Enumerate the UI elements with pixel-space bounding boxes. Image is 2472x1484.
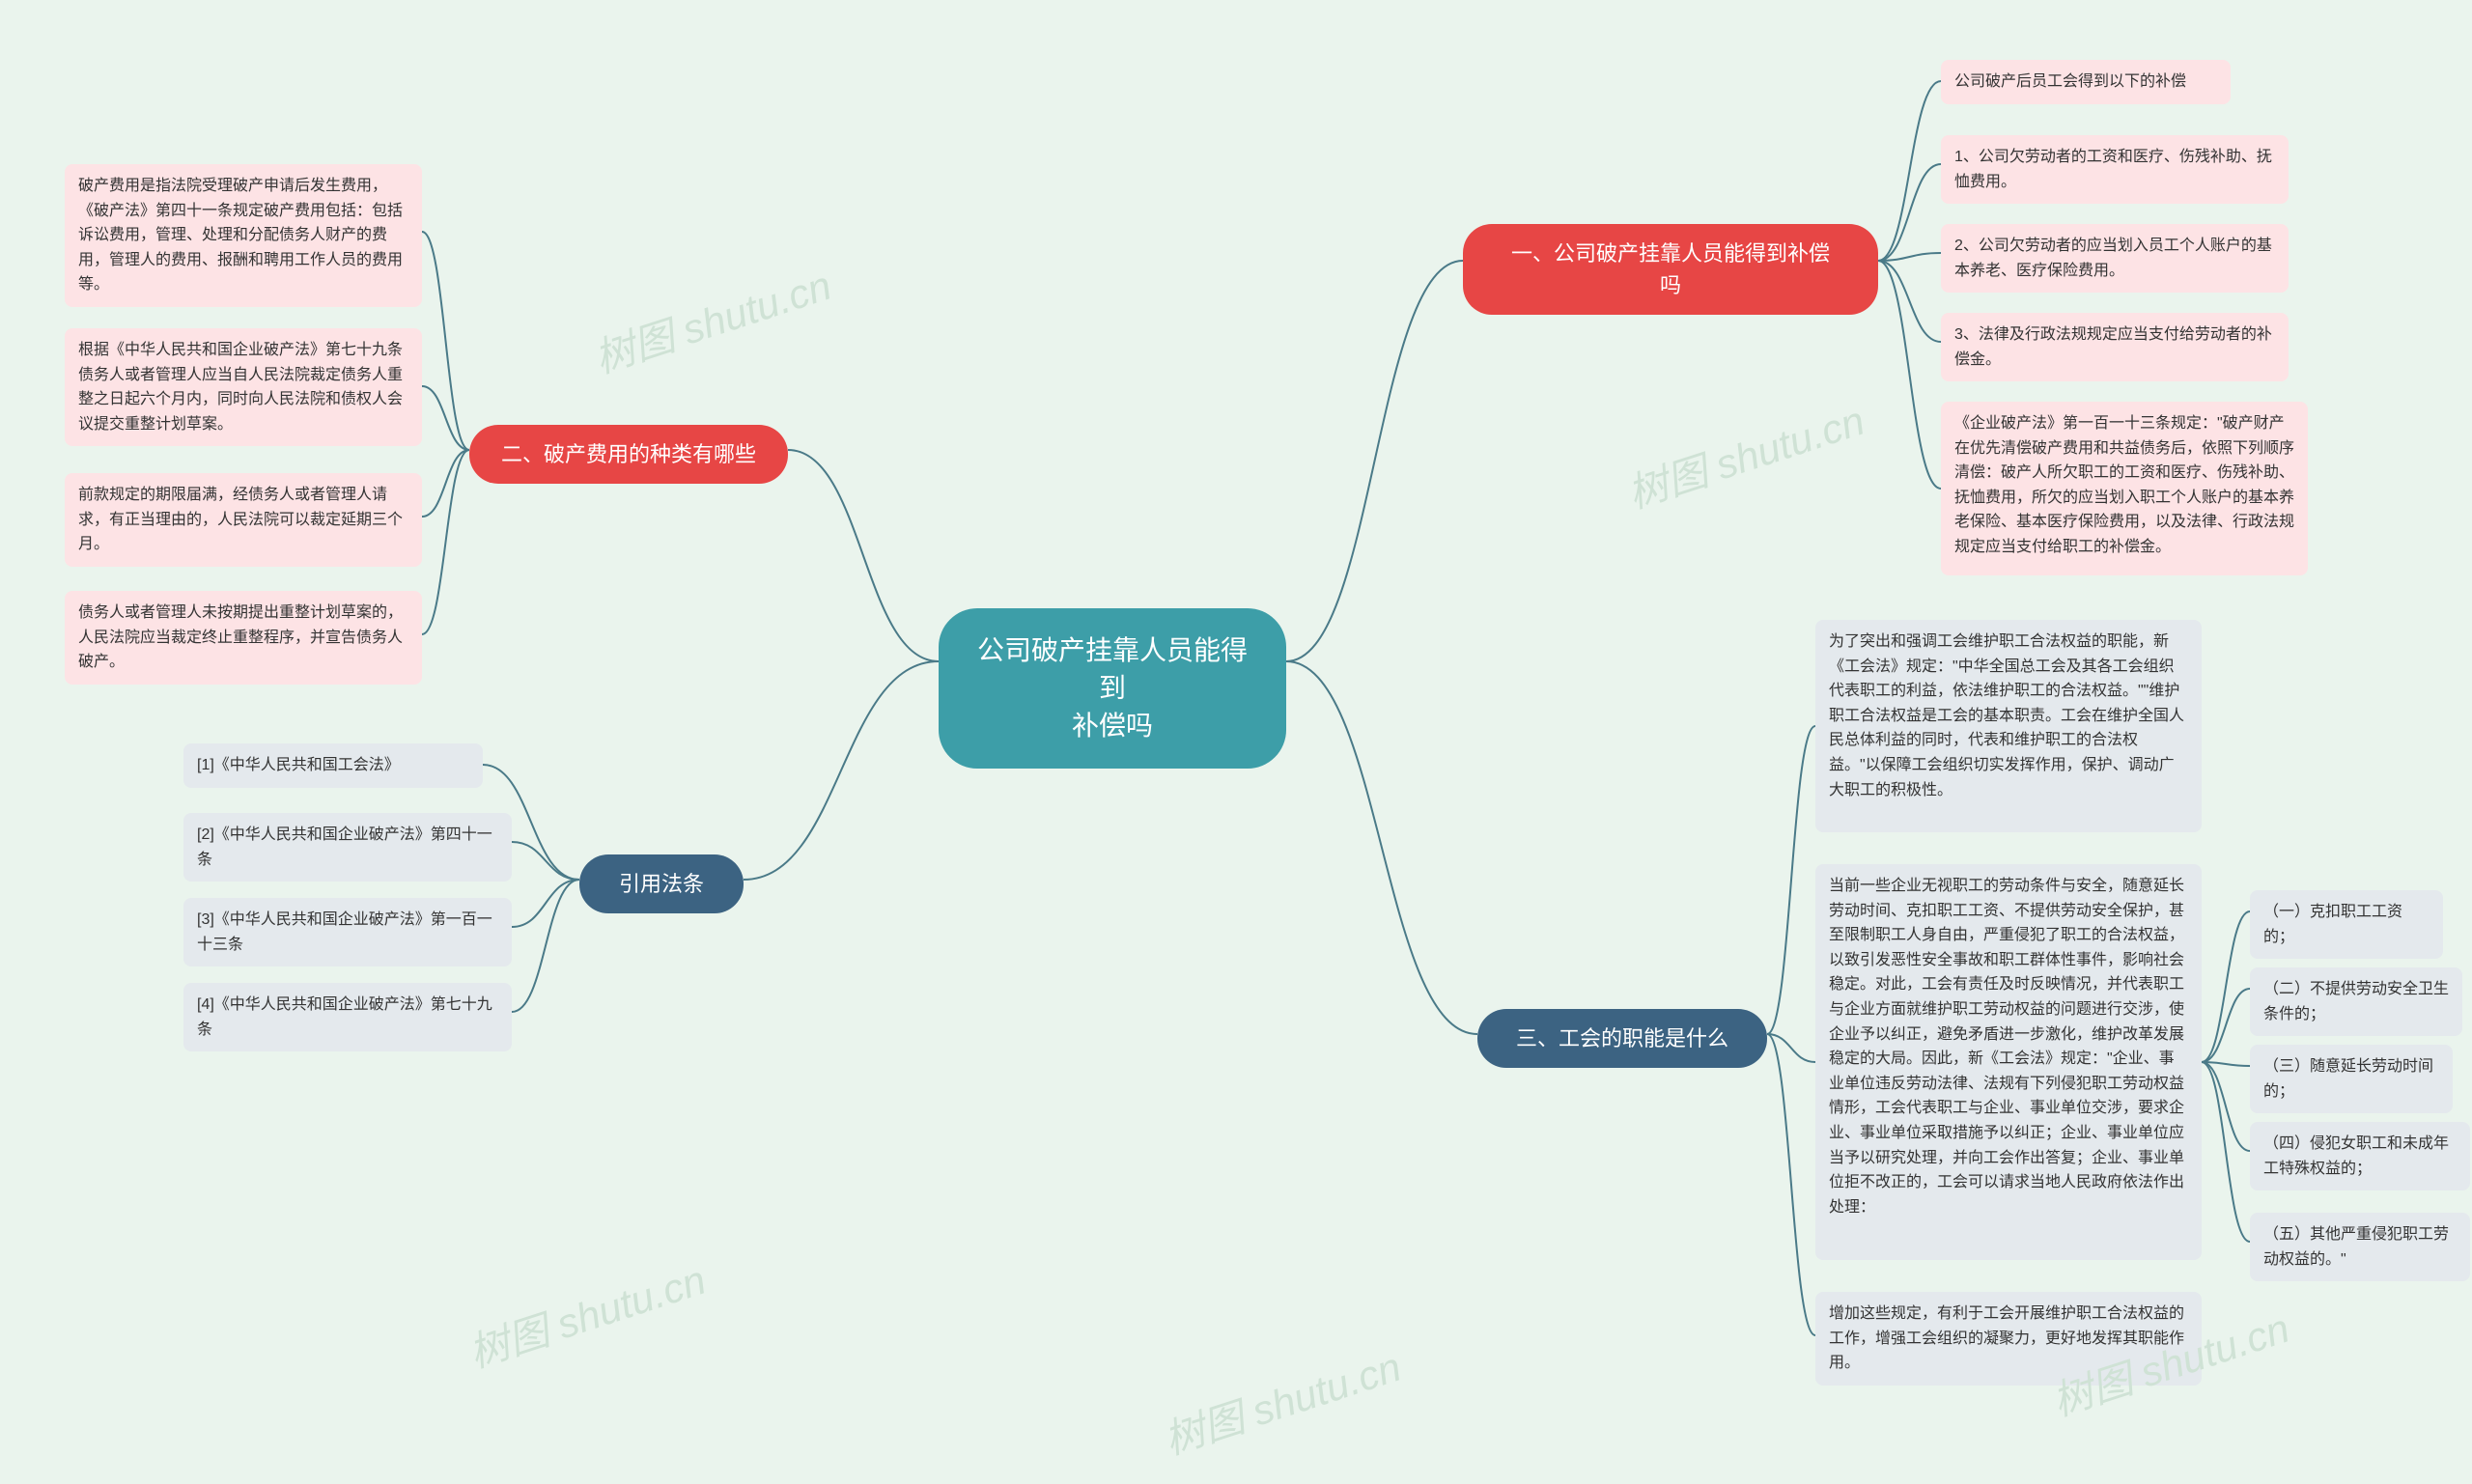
leaf-b3-2-4[interactable]: （四）侵犯女职工和未成年工特殊权益的； bbox=[2250, 1122, 2470, 1190]
watermark: 树图 shutu.cn bbox=[1156, 1334, 1408, 1467]
leaf-b1-3[interactable]: 2、公司欠劳动者的应当划入员工个人账户的基本养老、医疗保险费用。 bbox=[1941, 224, 2289, 293]
leaf-b1-4[interactable]: 3、法律及行政法规规定应当支付给劳动者的补偿金。 bbox=[1941, 313, 2289, 381]
leaf-b3-3[interactable]: 增加这些规定，有利于工会开展维护职工合法权益的工作，增强工会组织的凝聚力，更好地… bbox=[1815, 1292, 2202, 1386]
leaf-b1-1[interactable]: 公司破产后员工会得到以下的补偿 bbox=[1941, 60, 2231, 104]
leaf-b4-2[interactable]: [2]《中华人民共和国企业破产法》第四十一条 bbox=[183, 813, 512, 882]
leaf-b4-3[interactable]: [3]《中华人民共和国企业破产法》第一百一十三条 bbox=[183, 898, 512, 966]
leaf-b3-2-3[interactable]: （三）随意延长劳动时间的； bbox=[2250, 1045, 2453, 1113]
leaf-b3-2-1[interactable]: （一）克扣职工工资的； bbox=[2250, 890, 2443, 959]
leaf-b4-4[interactable]: [4]《中华人民共和国企业破产法》第七十九条 bbox=[183, 983, 512, 1051]
watermark: 树图 shutu.cn bbox=[586, 253, 838, 385]
watermark: 树图 shutu.cn bbox=[461, 1247, 713, 1380]
branch-1[interactable]: 一、公司破产挂靠人员能得到补偿 吗 bbox=[1463, 224, 1878, 315]
branch-2[interactable]: 二、破产费用的种类有哪些 bbox=[469, 425, 788, 484]
leaf-b4-1[interactable]: [1]《中华人民共和国工会法》 bbox=[183, 743, 483, 788]
leaf-b2-1[interactable]: 破产费用是指法院受理破产申请后发生费用，《破产法》第四十一条规定破产费用包括：包… bbox=[65, 164, 422, 307]
leaf-b1-5[interactable]: 《企业破产法》第一百一十三条规定："破产财产在优先清偿破产费用和共益债务后，依照… bbox=[1941, 402, 2308, 575]
leaf-b3-2-2[interactable]: （二）不提供劳动安全卫生条件的； bbox=[2250, 967, 2462, 1036]
leaf-b3-2-5[interactable]: （五）其他严重侵犯职工劳动权益的。" bbox=[2250, 1213, 2470, 1281]
branch-4[interactable]: 引用法条 bbox=[579, 854, 744, 913]
leaf-b2-4[interactable]: 债务人或者管理人未按期提出重整计划草案的，人民法院应当裁定终止重整程序，并宣告债… bbox=[65, 591, 422, 685]
leaf-b3-2[interactable]: 当前一些企业无视职工的劳动条件与安全，随意延长劳动时间、克扣职工工资、不提供劳动… bbox=[1815, 864, 2202, 1260]
branch-3[interactable]: 三、工会的职能是什么 bbox=[1477, 1009, 1767, 1068]
root-node[interactable]: 公司破产挂靠人员能得到 补偿吗 bbox=[939, 608, 1286, 769]
watermark: 树图 shutu.cn bbox=[1619, 388, 1871, 520]
leaf-b2-2[interactable]: 根据《中华人民共和国企业破产法》第七十九条债务人或者管理人应当自人民法院裁定债务… bbox=[65, 328, 422, 446]
mindmap-canvas: 公司破产挂靠人员能得到 补偿吗 一、公司破产挂靠人员能得到补偿 吗 二、破产费用… bbox=[0, 0, 2472, 1484]
leaf-b1-2[interactable]: 1、公司欠劳动者的工资和医疗、伤残补助、抚恤费用。 bbox=[1941, 135, 2289, 204]
leaf-b3-1[interactable]: 为了突出和强调工会维护职工合法权益的职能，新《工会法》规定："中华全国总工会及其… bbox=[1815, 620, 2202, 832]
leaf-b2-3[interactable]: 前款规定的期限届满，经债务人或者管理人请求，有正当理由的，人民法院可以裁定延期三… bbox=[65, 473, 422, 567]
